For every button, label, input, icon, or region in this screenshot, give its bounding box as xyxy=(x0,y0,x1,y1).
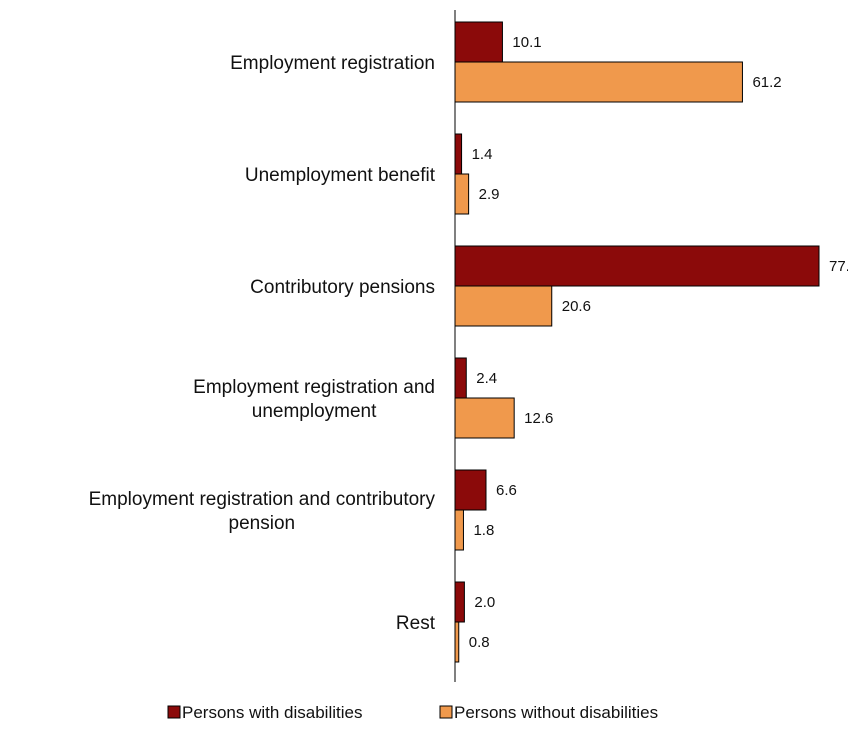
category-labels: Employment registration Unemployment bene… xyxy=(89,53,436,634)
value-label-without-rest: 0.8 xyxy=(469,634,490,651)
legend-swatch-with-disabilities xyxy=(167,705,181,719)
value-label-with-unemployment-benefit: 1.4 xyxy=(472,146,493,163)
bar-with-disabilities-rest xyxy=(454,581,465,623)
category-label-rest: Rest xyxy=(396,613,436,634)
value-labels: 10.1 61.2 1.4 2.9 77.5 20.6 2.4 12.6 6.6 1.8 2.0 0.… xyxy=(469,34,848,651)
category-label-employment-registration-and-unemployment: Employment registration and unemployment xyxy=(193,377,435,422)
category-label-employment-registration-and-contributory-pension: Employment registration and contributory… xyxy=(89,489,436,534)
value-label-without-contributory-pensions: 20.6 xyxy=(562,298,591,315)
bar-with-disabilities-contributory-pensions xyxy=(454,245,820,287)
bar-with-disabilities-employment-registration xyxy=(454,21,503,63)
legend: Persons with disabilities Persons without… xyxy=(167,703,658,722)
value-label-with-employment-registration-and-unemployment: 2.4 xyxy=(476,370,497,387)
category-label-unemployment-benefit: Unemployment benefit xyxy=(245,165,436,186)
bar-without-disabilities-employment-registration-and-unemployment xyxy=(454,397,515,439)
bars-layer xyxy=(454,21,820,663)
value-label-without-employment-registration: 61.2 xyxy=(752,74,781,91)
value-label-without-employment-registration-and-contributory-pension: 1.8 xyxy=(473,522,494,539)
bar-with-disabilities-unemployment-benefit xyxy=(454,133,463,175)
bar-without-disabilities-employment-registration xyxy=(454,61,743,103)
bar-without-disabilities-unemployment-benefit xyxy=(454,173,470,215)
bar-without-disabilities-employment-registration-and-contributory-pension xyxy=(454,509,464,551)
value-label-with-rest: 2.0 xyxy=(474,594,495,611)
value-label-with-employment-registration: 10.1 xyxy=(512,34,541,51)
bar-with-disabilities-employment-registration-and-contributory-pension xyxy=(454,469,487,511)
legend-label-with-disabilities: Persons with disabilities xyxy=(182,703,362,722)
legend-swatch-without-disabilities xyxy=(439,705,453,719)
category-label-employment-registration: Employment registration xyxy=(230,53,435,74)
value-label-without-unemployment-benefit: 2.9 xyxy=(479,186,500,203)
bar-without-disabilities-rest xyxy=(454,621,460,663)
legend-label-without-disabilities: Persons without disabilities xyxy=(454,703,658,722)
bar-with-disabilities-employment-registration-and-unemployment xyxy=(454,357,467,399)
value-label-without-employment-registration-and-unemployment: 12.6 xyxy=(524,410,553,427)
category-label-contributory-pensions: Contributory pensions xyxy=(250,277,435,298)
value-label-with-employment-registration-and-contributory-pension: 6.6 xyxy=(496,482,517,499)
value-label-with-contributory-pensions: 77.5 xyxy=(829,258,848,275)
bar-without-disabilities-contributory-pensions xyxy=(454,285,553,327)
